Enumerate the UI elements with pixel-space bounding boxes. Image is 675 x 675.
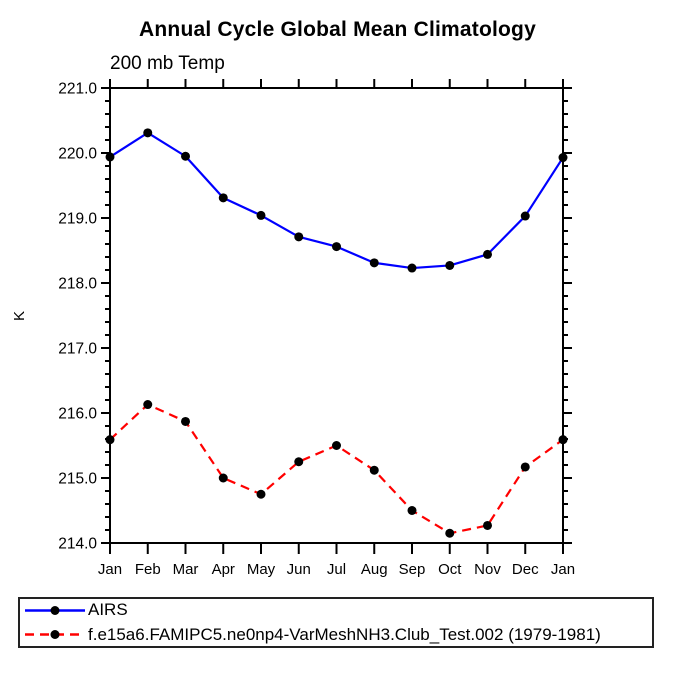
data-point-marker bbox=[218, 473, 228, 483]
y-tick-label: 215.0 bbox=[58, 471, 97, 488]
x-tick-label: Jan bbox=[551, 561, 575, 578]
data-point-marker bbox=[294, 232, 304, 242]
data-point-marker bbox=[445, 260, 455, 270]
legend-item-model: f.e15a6.FAMIPC5.ne0np4-VarMeshNH3.Club_T… bbox=[24, 624, 652, 647]
data-point-marker bbox=[520, 462, 530, 472]
data-point-marker bbox=[143, 128, 153, 138]
x-tick-label: Feb bbox=[135, 561, 161, 578]
y-tick-label: 214.0 bbox=[58, 536, 97, 553]
data-point-marker bbox=[294, 457, 304, 467]
x-tick-label: Aug bbox=[361, 561, 388, 578]
y-tick-label: 219.0 bbox=[58, 211, 97, 228]
data-point-marker bbox=[483, 520, 492, 530]
x-tick-label: May bbox=[247, 561, 276, 578]
data-point-marker bbox=[143, 400, 153, 410]
data-point-marker bbox=[332, 441, 341, 450]
data-point-marker bbox=[332, 242, 341, 252]
x-tick-label: Jan bbox=[98, 561, 122, 578]
y-tick-label: 216.0 bbox=[58, 406, 97, 423]
x-tick-label: Dec bbox=[512, 561, 539, 578]
data-point-marker bbox=[558, 435, 568, 445]
x-tick-label: Nov bbox=[474, 561, 501, 578]
y-tick-label: 218.0 bbox=[58, 276, 97, 293]
x-tick-label: Jul bbox=[327, 561, 346, 578]
y-tick-label: 220.0 bbox=[58, 146, 97, 163]
legend-line-sample-dashed bbox=[25, 630, 85, 640]
data-point-marker bbox=[181, 416, 190, 426]
data-point-marker bbox=[105, 435, 115, 445]
x-tick-label: Jun bbox=[287, 561, 311, 578]
data-point-marker bbox=[181, 151, 190, 161]
data-point-marker bbox=[256, 210, 266, 220]
data-point-marker bbox=[407, 263, 417, 273]
data-point-marker bbox=[105, 152, 115, 162]
data-point-marker bbox=[483, 249, 492, 259]
data-point-marker bbox=[520, 211, 530, 221]
x-tick-label: Oct bbox=[438, 561, 462, 578]
legend-line-sample-solid bbox=[25, 605, 85, 615]
data-point-marker bbox=[256, 489, 266, 499]
legend-label: f.e15a6.FAMIPC5.ne0np4-VarMeshNH3.Club_T… bbox=[88, 624, 601, 644]
y-tick-label: 217.0 bbox=[58, 341, 97, 358]
data-point-marker bbox=[558, 153, 568, 163]
legend-item-airs: AIRS bbox=[24, 599, 652, 622]
y-tick-label: 221.0 bbox=[58, 81, 97, 98]
data-point-marker bbox=[445, 528, 455, 538]
series-line bbox=[109, 403, 564, 535]
data-point-marker bbox=[218, 193, 228, 203]
x-tick-label: Sep bbox=[399, 561, 426, 578]
chart-subtitle: 200 mb Temp bbox=[110, 53, 225, 74]
x-tick-label: Apr bbox=[212, 561, 235, 578]
data-point-marker bbox=[369, 465, 379, 475]
legend-label: AIRS bbox=[88, 600, 128, 620]
data-point-marker bbox=[369, 258, 379, 268]
data-point-marker bbox=[407, 506, 417, 515]
x-tick-label: Mar bbox=[173, 561, 199, 578]
legend: AIRS f.e15a6.FAMIPC5.ne0np4-VarMeshNH3.C… bbox=[18, 597, 654, 648]
chart-title: Annual Cycle Global Mean Climatology bbox=[139, 18, 536, 41]
